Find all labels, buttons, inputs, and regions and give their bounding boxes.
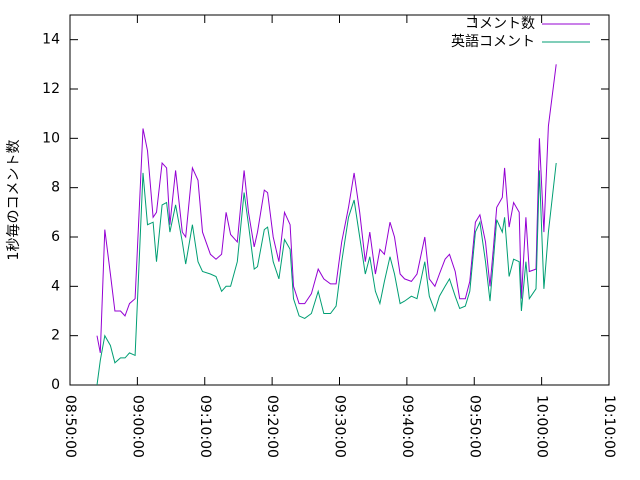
plot-frame — [69, 14, 610, 386]
legend-label: 英語コメント — [451, 33, 535, 50]
y-tick-label: 2 — [51, 328, 60, 344]
x-tick-label: 10:00:00 — [534, 395, 550, 458]
y-tick-label: 6 — [51, 229, 60, 245]
x-tick-label: 09:20:00 — [264, 395, 280, 458]
x-tick-label: 10:10:00 — [601, 395, 617, 458]
y-tick-label: 14 — [42, 32, 60, 48]
y-tick-label: 12 — [42, 81, 60, 97]
y-tick-label: 0 — [51, 377, 60, 393]
x-tick-label: 08:50:00 — [62, 395, 78, 458]
series-line — [96, 64, 557, 353]
x-tick-label: 09:50:00 — [466, 395, 482, 458]
y-tick-label: 8 — [51, 180, 60, 196]
series-line — [96, 162, 557, 386]
x-tick-label: 09:10:00 — [197, 395, 213, 458]
x-tick-label: 09:30:00 — [332, 395, 348, 458]
y-tick-label: 4 — [51, 278, 60, 294]
y-tick-label: 10 — [42, 130, 60, 146]
x-tick-label: 09:00:00 — [129, 395, 145, 458]
y-axis-label: 1秒毎のコメント数 — [6, 140, 22, 261]
legend-label: コメント数 — [465, 16, 535, 32]
x-tick-label: 09:40:00 — [399, 395, 415, 458]
